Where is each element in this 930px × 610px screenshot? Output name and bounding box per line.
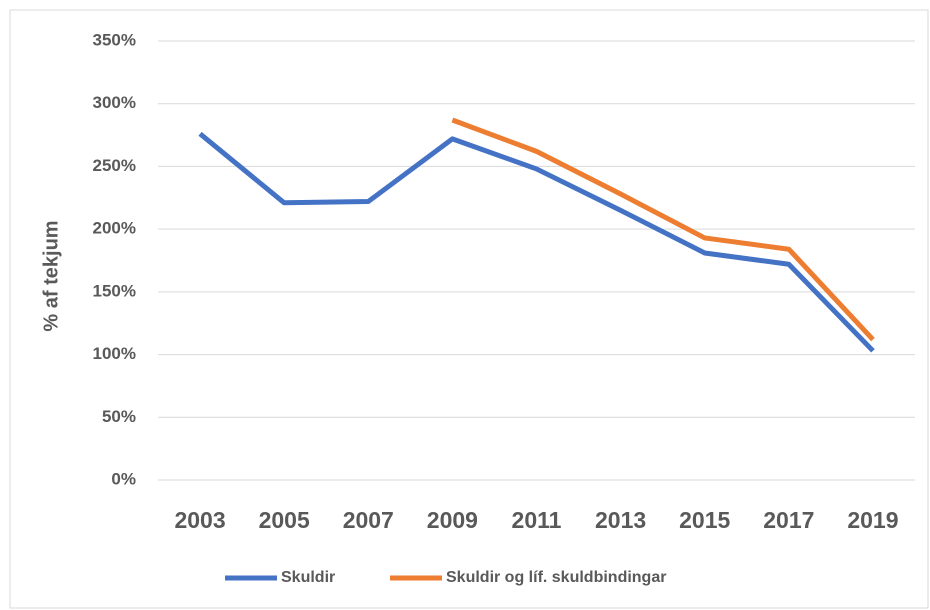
x-tick-label: 2003 xyxy=(174,507,225,533)
chart-border xyxy=(9,9,929,609)
x-tick-label: 2015 xyxy=(679,507,730,533)
y-tick-label: 350% xyxy=(93,30,136,49)
y-tick-label: 0% xyxy=(111,469,136,488)
x-tick-label: 2013 xyxy=(595,507,646,533)
x-tick-label: 2011 xyxy=(512,507,562,533)
x-tick-label: 2009 xyxy=(427,507,478,533)
x-tick-label: 2005 xyxy=(259,507,310,533)
y-tick-label: 150% xyxy=(93,281,136,300)
y-axis-label: % af tekjum xyxy=(40,220,62,331)
y-tick-label: 100% xyxy=(93,344,136,363)
y-tick-label: 200% xyxy=(93,219,136,238)
x-tick-label: 2017 xyxy=(763,507,814,533)
x-tick-label: 2019 xyxy=(847,507,898,533)
series-line xyxy=(198,131,875,353)
x-tick-label: 2007 xyxy=(343,507,394,533)
y-tick-label: 250% xyxy=(93,156,136,175)
legend-label: Skuldir og líf. skuldbindingar xyxy=(446,569,666,586)
series-line xyxy=(451,117,875,342)
y-tick-label: 300% xyxy=(93,93,136,112)
legend-label: Skuldir xyxy=(281,569,335,586)
y-tick-label: 50% xyxy=(102,407,136,426)
